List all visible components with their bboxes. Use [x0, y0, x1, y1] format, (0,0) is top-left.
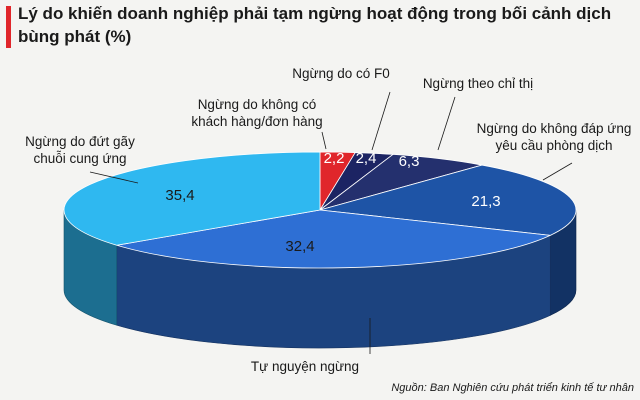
- data-label: 21,3: [471, 193, 500, 210]
- category-label: Ngừng do không có khách hàng/đơn hàng: [191, 97, 322, 129]
- leader-line: [542, 162, 573, 181]
- category-label: Ngừng do có F0: [292, 66, 390, 81]
- data-label: 35,4: [165, 187, 194, 204]
- source-note: Nguồn: Ban Nghiên cứu phát triển kinh tế…: [391, 382, 634, 394]
- category-label: Ngừng do không đáp ứng yêu cầu phòng dịch: [477, 121, 632, 153]
- chart-title: Lý do khiến doanh nghiệp phải tạm ngừng …: [18, 4, 612, 46]
- category-label: Ngừng theo chỉ thị: [423, 76, 533, 91]
- pie-slice: [319, 164, 577, 236]
- data-label: 6,3: [399, 153, 420, 170]
- title-accent-bar: [6, 6, 11, 48]
- pie-side-group: [63, 209, 577, 349]
- data-label: 32,4: [285, 238, 314, 255]
- leader-line: [321, 131, 327, 150]
- category-label: Ngừng do đứt gãy chuỗi cung ứng: [25, 134, 135, 166]
- pie-slice: [116, 209, 552, 269]
- data-label: 2,2: [324, 150, 345, 167]
- data-label: 2,4: [356, 150, 377, 167]
- leader-line: [89, 171, 139, 184]
- category-label: Tự nguyện ngừng: [251, 359, 359, 374]
- pie-slice: [63, 151, 321, 246]
- leader-line: [371, 91, 391, 151]
- pie-label-group: 2,2 Ngừng do không có khách hàng/đơn hàng 2…: [25, 66, 631, 374]
- leader-line: [437, 96, 456, 151]
- pie-top-group: [63, 151, 577, 269]
